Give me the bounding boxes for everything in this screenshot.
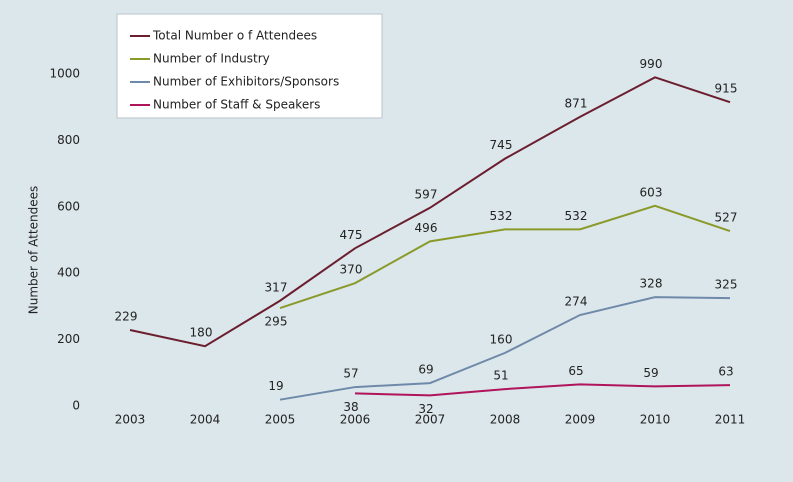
x-tick-label: 2007: [415, 413, 446, 427]
y-tick-label: 0: [72, 399, 80, 413]
y-tick-label: 600: [57, 199, 80, 213]
data-label: 597: [415, 187, 438, 201]
data-label: 325: [715, 278, 738, 292]
data-label: 180: [190, 326, 213, 340]
data-label: 274: [565, 295, 588, 309]
data-label: 475: [340, 228, 363, 242]
data-label: 32: [418, 402, 433, 416]
data-label: 496: [415, 221, 438, 235]
data-label: 532: [490, 209, 513, 223]
legend-label: Number of Industry: [153, 52, 270, 66]
data-label: 745: [490, 138, 513, 152]
legend-label: Number of Staff & Speakers: [153, 98, 320, 112]
data-label: 603: [640, 185, 663, 199]
legend-label: Number of Exhibitors/Sponsors: [153, 75, 339, 89]
data-label: 527: [715, 211, 738, 225]
y-tick-label: 400: [57, 266, 80, 280]
y-axis-label: Number of Attendees: [27, 186, 41, 314]
x-tick-label: 2003: [115, 413, 146, 427]
y-tick-label: 1000: [49, 67, 80, 81]
x-tick-label: 2004: [190, 413, 221, 427]
legend-box: [116, 13, 383, 119]
series-line: [279, 296, 731, 401]
data-label: 871: [565, 96, 588, 110]
series-line: [129, 76, 731, 348]
series-line: [279, 204, 731, 310]
data-label: 51: [493, 369, 508, 383]
data-label: 532: [565, 209, 588, 223]
x-tick-label: 2005: [265, 413, 296, 427]
data-label: 63: [718, 365, 733, 379]
data-label: 990: [640, 57, 663, 71]
data-label: 59: [643, 366, 658, 380]
legend-label: Total Number o f Attendees: [152, 29, 317, 43]
y-tick-label: 800: [57, 133, 80, 147]
data-label: 317: [265, 280, 288, 294]
data-label: 38: [343, 400, 358, 414]
x-tick-label: 2011: [715, 413, 746, 427]
data-label: 328: [640, 277, 663, 291]
data-label: 370: [340, 263, 363, 277]
data-label: 65: [568, 364, 583, 378]
data-label: 19: [268, 379, 283, 393]
data-label: 229: [115, 309, 138, 323]
data-label: 295: [265, 315, 288, 329]
x-tick-label: 2008: [490, 413, 521, 427]
y-tick-label: 200: [57, 332, 80, 346]
series-line: [354, 383, 731, 397]
data-label: 69: [418, 363, 433, 377]
data-label: 57: [343, 367, 358, 381]
x-tick-label: 2010: [640, 413, 671, 427]
x-tick-label: 2006: [340, 413, 371, 427]
data-label: 160: [490, 332, 513, 346]
x-tick-label: 2009: [565, 413, 596, 427]
data-label: 915: [715, 82, 738, 96]
